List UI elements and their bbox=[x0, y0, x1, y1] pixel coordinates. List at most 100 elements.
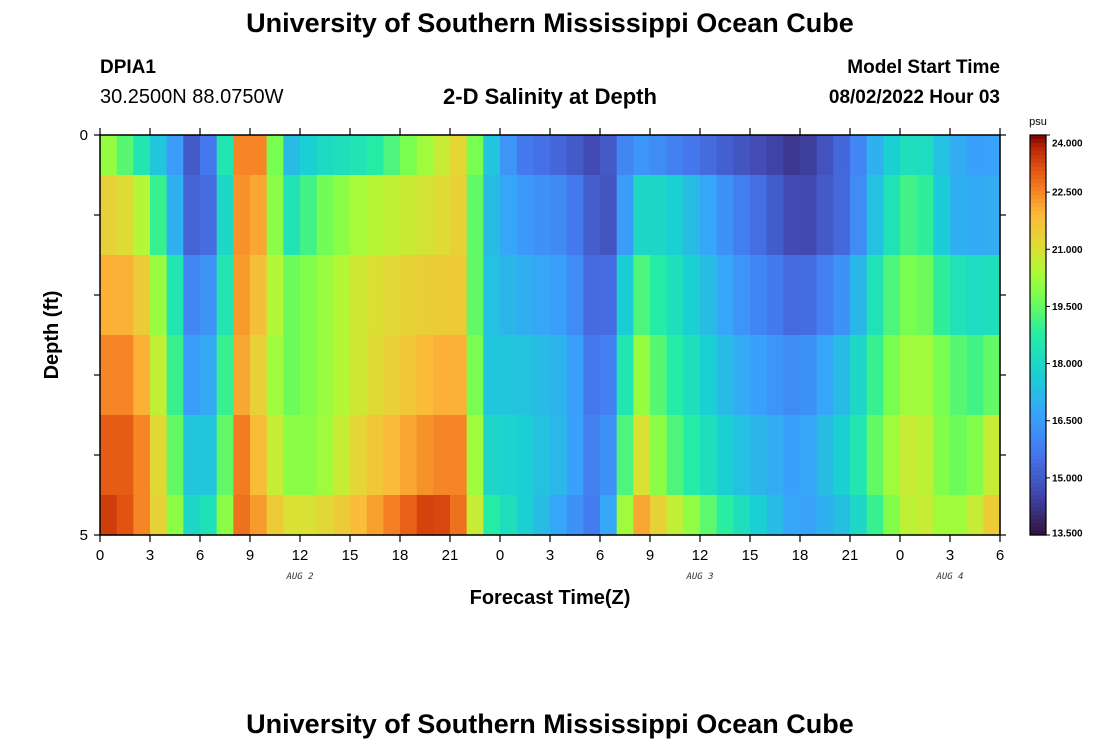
heatmap-cell bbox=[300, 495, 318, 536]
heatmap-cell bbox=[583, 175, 601, 256]
heatmap-cell bbox=[200, 255, 218, 336]
heatmap-cell bbox=[416, 135, 434, 176]
heatmap-cell bbox=[783, 175, 801, 256]
heatmap-cell bbox=[766, 415, 784, 496]
colorbar-segment bbox=[1030, 299, 1046, 304]
heatmap-cell bbox=[916, 335, 934, 416]
colorbar-segment bbox=[1030, 515, 1046, 520]
heatmap-cell bbox=[533, 135, 551, 176]
heatmap-cell bbox=[933, 495, 951, 536]
heatmap-cell bbox=[383, 415, 401, 496]
colorbar-frame bbox=[1029, 134, 1047, 536]
heatmap-cell bbox=[983, 255, 1001, 336]
heatmap-cell bbox=[616, 135, 634, 176]
heatmap-cell bbox=[800, 495, 818, 536]
heatmap-cell bbox=[866, 175, 884, 256]
heatmap-cell bbox=[633, 175, 651, 256]
colorbar-segment bbox=[1030, 355, 1046, 360]
colorbar-segment bbox=[1030, 279, 1046, 284]
heatmap-cell bbox=[733, 495, 751, 536]
heatmap-cell bbox=[633, 135, 651, 176]
heatmap-cell bbox=[766, 255, 784, 336]
heatmap-cell bbox=[683, 135, 701, 176]
colorbar-segment bbox=[1030, 415, 1046, 420]
heatmap-cell bbox=[516, 495, 534, 536]
heatmap-cell bbox=[250, 135, 268, 176]
heatmap-cell bbox=[350, 175, 368, 256]
heatmap-cell bbox=[383, 175, 401, 256]
heatmap-cell bbox=[800, 175, 818, 256]
heatmap-cell bbox=[933, 415, 951, 496]
x-tick-label: 15 bbox=[742, 547, 759, 564]
colorbar-tick-label: 16.500 bbox=[1052, 416, 1083, 427]
colorbar-segment bbox=[1030, 527, 1046, 532]
heatmap-cell bbox=[500, 335, 518, 416]
colorbar-segment bbox=[1030, 427, 1046, 432]
heatmap-cell bbox=[183, 135, 201, 176]
heatmap-cell bbox=[500, 175, 518, 256]
heatmap-cell bbox=[616, 335, 634, 416]
colorbar-segment bbox=[1030, 351, 1046, 356]
heatmap-cell bbox=[983, 495, 1001, 536]
colorbar-segment bbox=[1030, 519, 1046, 524]
heatmap-cell bbox=[816, 335, 834, 416]
heatmap-cell bbox=[483, 135, 501, 176]
heatmap-cell bbox=[300, 135, 318, 176]
heatmap-cell bbox=[483, 415, 501, 496]
colorbar-segment bbox=[1030, 247, 1046, 252]
heatmap-cell bbox=[650, 255, 668, 336]
page-title: University of Southern Mississippi Ocean… bbox=[246, 8, 854, 38]
heatmap-cell bbox=[416, 335, 434, 416]
heatmap-cell bbox=[550, 255, 568, 336]
colorbar-segment bbox=[1030, 331, 1046, 336]
colorbar-segment bbox=[1030, 455, 1046, 460]
heatmap-cell bbox=[366, 255, 384, 336]
colorbar-segment bbox=[1030, 327, 1046, 332]
heatmap-cell bbox=[216, 135, 234, 176]
heatmap-cell bbox=[233, 175, 251, 256]
heatmap-cell bbox=[866, 415, 884, 496]
heatmap-cell bbox=[966, 135, 984, 176]
heatmap-cell bbox=[300, 175, 318, 256]
colorbar-segment bbox=[1030, 295, 1046, 300]
heatmap-cell bbox=[850, 335, 868, 416]
colorbar-segment bbox=[1030, 151, 1046, 156]
heatmap-cell bbox=[650, 175, 668, 256]
heatmap-cell bbox=[166, 335, 184, 416]
heatmap-cell bbox=[466, 255, 484, 336]
heatmap-cell bbox=[566, 335, 584, 416]
heatmap-cell bbox=[216, 175, 234, 256]
heatmap-cell bbox=[416, 175, 434, 256]
heatmap-cell bbox=[600, 175, 618, 256]
heatmap-cell bbox=[833, 135, 851, 176]
heatmap-cell bbox=[350, 135, 368, 176]
heatmap-cell bbox=[616, 415, 634, 496]
heatmap-cell bbox=[883, 495, 901, 536]
heatmap-cell bbox=[533, 255, 551, 336]
heatmap-cell bbox=[783, 495, 801, 536]
heatmap-cell bbox=[300, 255, 318, 336]
heatmap-cell bbox=[950, 415, 968, 496]
heatmap-cell bbox=[866, 495, 884, 536]
heatmap-cell bbox=[400, 135, 418, 176]
heatmap-cell bbox=[116, 415, 134, 496]
colorbar-segment bbox=[1030, 443, 1046, 448]
heatmap-cell bbox=[450, 495, 468, 536]
colorbar-segment bbox=[1030, 243, 1046, 248]
colorbar-segment bbox=[1030, 347, 1046, 352]
heatmap-cell bbox=[316, 495, 334, 536]
heatmap-cell bbox=[216, 335, 234, 416]
heatmap-cell bbox=[100, 175, 118, 256]
heatmap-cell bbox=[400, 415, 418, 496]
heatmap-cell bbox=[233, 135, 251, 176]
heatmap-cell bbox=[966, 175, 984, 256]
x-tick-label: 0 bbox=[896, 547, 904, 564]
heatmap-cell bbox=[300, 415, 318, 496]
heatmap-cell bbox=[316, 415, 334, 496]
heatmap-cell bbox=[700, 495, 718, 536]
heatmap-cell bbox=[683, 495, 701, 536]
colorbar-segment bbox=[1030, 263, 1046, 268]
heatmap-cell bbox=[600, 415, 618, 496]
heatmap-cell bbox=[533, 495, 551, 536]
heatmap-cell bbox=[200, 175, 218, 256]
